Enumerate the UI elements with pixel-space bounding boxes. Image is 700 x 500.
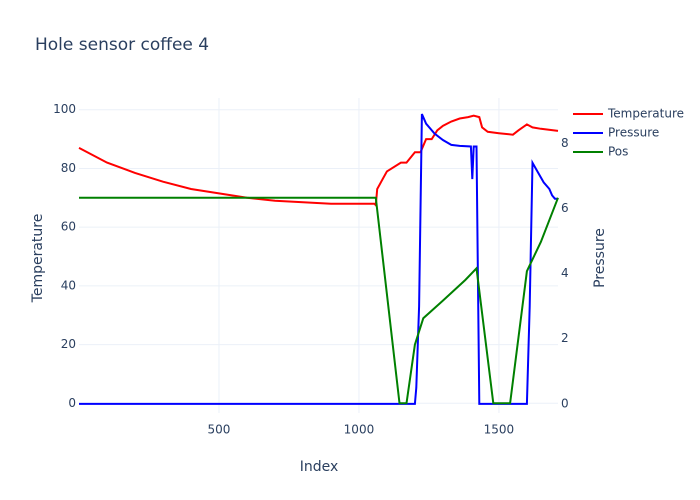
x-tick-label: 1500 — [484, 423, 515, 437]
chart-title: Hole sensor coffee 4 — [35, 35, 209, 55]
series-line — [79, 113, 558, 405]
legend-label: Pos — [608, 145, 628, 159]
series-line — [79, 196, 559, 405]
y-tick-label: 40 — [61, 278, 76, 292]
y-axis-title: Temperature — [30, 214, 46, 304]
y2-axis-title: Pressure — [592, 228, 608, 288]
y-tick-label: 0 — [68, 396, 76, 410]
y2-tick-label: 6 — [561, 201, 569, 215]
x-tick-label: 1000 — [344, 423, 375, 437]
series-line — [78, 114, 559, 208]
x-axis-title: Index — [300, 459, 339, 475]
y2-tick-label: 4 — [561, 266, 569, 280]
y2-tick-label: 2 — [561, 331, 569, 345]
y-tick-label: 60 — [61, 220, 76, 234]
y-tick-label: 20 — [61, 337, 76, 351]
x-tick-label: 500 — [208, 423, 231, 437]
y-tick-label: 100 — [53, 102, 76, 116]
y2-tick-label: 8 — [561, 136, 569, 150]
legend-label: Temperature — [607, 107, 684, 121]
y-tick-label: 80 — [61, 161, 76, 175]
legend-label: Pressure — [608, 126, 659, 140]
y2-tick-label: 0 — [561, 396, 569, 410]
